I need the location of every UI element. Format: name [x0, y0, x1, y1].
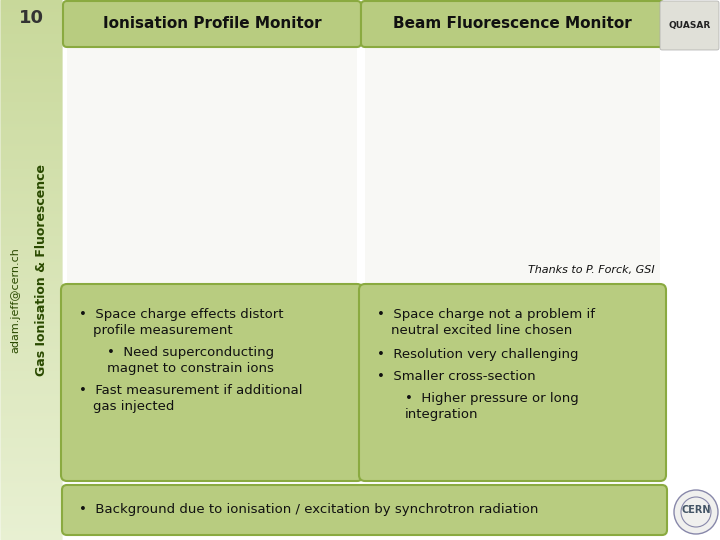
Text: •  Smaller cross-section: • Smaller cross-section: [377, 370, 536, 383]
Text: •  Space charge not a problem if: • Space charge not a problem if: [377, 308, 595, 321]
Text: neutral excited line chosen: neutral excited line chosen: [391, 324, 572, 337]
Text: QUASAR: QUASAR: [668, 21, 711, 30]
FancyBboxPatch shape: [62, 485, 667, 535]
Text: gas injected: gas injected: [93, 400, 174, 413]
FancyBboxPatch shape: [361, 1, 664, 47]
FancyBboxPatch shape: [63, 1, 361, 47]
Text: integration: integration: [405, 408, 479, 421]
Text: 10: 10: [19, 9, 43, 27]
Text: •  Resolution very challenging: • Resolution very challenging: [377, 348, 578, 361]
Text: •  Space charge effects distort: • Space charge effects distort: [79, 308, 284, 321]
Text: •  Higher pressure or long: • Higher pressure or long: [405, 392, 579, 405]
Text: •  Fast measurement if additional: • Fast measurement if additional: [79, 384, 302, 397]
Text: Beam Fluorescence Monitor: Beam Fluorescence Monitor: [393, 17, 632, 31]
Circle shape: [674, 490, 718, 534]
FancyBboxPatch shape: [61, 284, 363, 481]
Text: Ionisation Profile Monitor: Ionisation Profile Monitor: [103, 17, 321, 31]
Text: profile measurement: profile measurement: [93, 324, 233, 337]
Text: Gas Ionisation & Fluorescence: Gas Ionisation & Fluorescence: [35, 164, 48, 376]
Text: adam.jeff@cern.ch: adam.jeff@cern.ch: [10, 247, 20, 353]
Bar: [365, 48, 660, 283]
Text: •  Need superconducting: • Need superconducting: [107, 346, 274, 359]
Text: Thanks to P. Forck, GSI: Thanks to P. Forck, GSI: [528, 265, 655, 275]
Text: CERN: CERN: [681, 505, 711, 515]
Bar: [67, 48, 357, 283]
Text: magnet to constrain ions: magnet to constrain ions: [107, 362, 274, 375]
FancyBboxPatch shape: [359, 284, 666, 481]
Text: •  Background due to ionisation / excitation by synchrotron radiation: • Background due to ionisation / excitat…: [79, 503, 539, 516]
FancyBboxPatch shape: [660, 1, 719, 50]
